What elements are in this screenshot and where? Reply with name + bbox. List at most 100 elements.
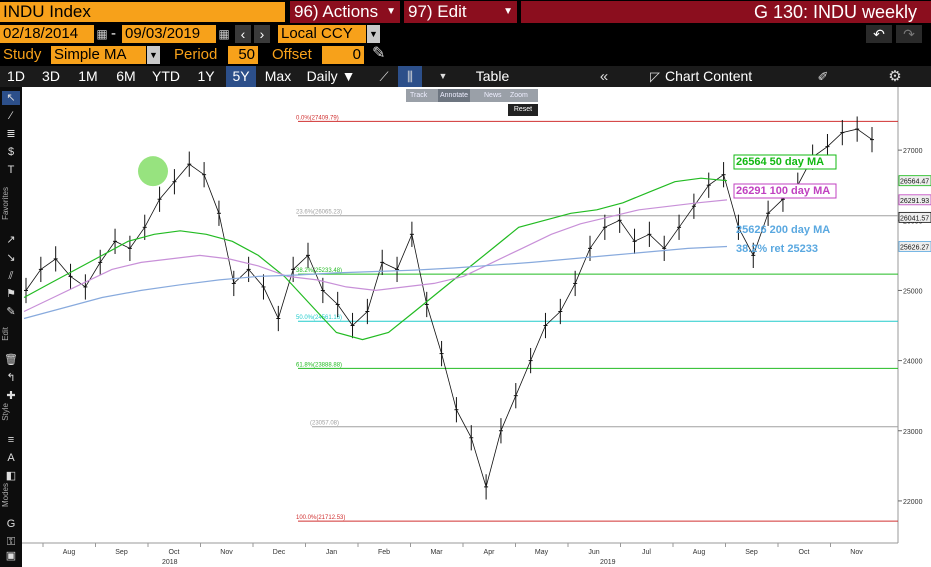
color-icon[interactable]: ◧ bbox=[5, 470, 17, 482]
edit-chart-icon[interactable]: ✐ bbox=[817, 69, 829, 84]
table-button[interactable]: Table bbox=[475, 68, 510, 84]
period-tab-max[interactable]: Max bbox=[264, 68, 292, 84]
chevron-down-icon: ▼ bbox=[503, 6, 513, 17]
chart-content-icon: ◸ bbox=[650, 69, 660, 84]
favorites-label: Favorites bbox=[1, 187, 10, 220]
time-tick-label: Dec bbox=[273, 549, 286, 556]
crosshair-icon[interactable]: ✚ bbox=[6, 390, 16, 402]
title-bar: INDU Index 96) Actions ▼ 97) Edit ▼ G 130:… bbox=[0, 0, 931, 24]
collapse-icon[interactable]: « bbox=[599, 68, 609, 85]
frequency-select[interactable]: Daily ▼ bbox=[306, 68, 356, 84]
period-tab-6m[interactable]: 6M bbox=[116, 68, 136, 84]
lock-icon[interactable]: ⚿ bbox=[6, 536, 16, 548]
edit-menu-label: 97) Edit bbox=[408, 2, 467, 21]
undo-icon[interactable]: ↶ bbox=[866, 25, 892, 43]
fib-level-label: 23.6%(26065.23) bbox=[296, 210, 342, 216]
zoom-button[interactable]: Zoom bbox=[510, 92, 528, 99]
chevron-down-icon[interactable]: ▼ bbox=[367, 25, 380, 43]
price-line bbox=[25, 128, 873, 489]
candlestick-icon[interactable]: ⫼ bbox=[398, 66, 422, 87]
line-style-icon[interactable]: ≡ bbox=[7, 434, 15, 446]
line-chart-icon[interactable]: ⟋ bbox=[379, 69, 389, 84]
cursor-icon[interactable]: ↖ bbox=[2, 91, 20, 105]
security-field[interactable]: INDU Index bbox=[0, 2, 285, 22]
ray-icon[interactable]: ↗ bbox=[6, 234, 16, 246]
chart-canvas[interactable]: 220002300024000250002600027000AugSepOctN… bbox=[22, 87, 931, 567]
ma-annotation: 26564 50 day MA bbox=[736, 156, 824, 168]
mini-toolbar: Track Annotate News Zoom Reset bbox=[406, 89, 538, 117]
price-tick-label: 22000 bbox=[903, 499, 923, 506]
actions-menu[interactable]: 96) Actions ▼ bbox=[290, 1, 400, 23]
time-tick-label: Oct bbox=[169, 549, 180, 556]
time-tick-label: Aug bbox=[693, 549, 706, 556]
last-value-tag-label: 26291.93 bbox=[900, 198, 929, 205]
brush-icon[interactable]: ✎ bbox=[6, 306, 16, 318]
moving-average-line bbox=[23, 199, 728, 313]
arrow-icon[interactable]: ↘ bbox=[6, 252, 16, 264]
chart-toolbar: 1D 3D 1M 6M YTD 1Y 5Y Max Daily ▼ ⟋ ⫼ ▼ Table «… bbox=[0, 66, 931, 87]
flag-icon[interactable]: ⚑ bbox=[6, 288, 16, 300]
offset-input[interactable]: 0 bbox=[322, 46, 364, 64]
study-select[interactable]: Simple MA bbox=[51, 46, 146, 64]
magnet-icon[interactable]: G bbox=[6, 518, 16, 530]
period-label: Period bbox=[174, 46, 218, 63]
price-tick-label: 24000 bbox=[903, 359, 923, 366]
calendar-icon[interactable]: ▦ bbox=[96, 27, 108, 41]
fibonacci-icon[interactable]: ≣ bbox=[6, 128, 16, 140]
fib-level-label: 100.0%(21712.53) bbox=[296, 515, 345, 521]
price-icon[interactable]: $ bbox=[7, 146, 15, 158]
period-tab-1m[interactable]: 1M bbox=[78, 68, 98, 84]
range-separator: - bbox=[111, 25, 116, 42]
time-tick-label: Nov bbox=[220, 549, 233, 556]
time-tick-label: Apr bbox=[484, 549, 496, 556]
period-tab-ytd[interactable]: YTD bbox=[152, 68, 180, 84]
text-icon[interactable]: T bbox=[7, 164, 15, 176]
reset-button[interactable]: Reset bbox=[508, 104, 538, 116]
last-value-tag bbox=[898, 241, 931, 252]
price-tick-label: 25000 bbox=[903, 288, 923, 295]
news-button[interactable]: News bbox=[484, 92, 502, 99]
chevron-right-icon[interactable]: › bbox=[254, 25, 270, 43]
track-button[interactable]: Track bbox=[410, 92, 428, 99]
period-tab-3d[interactable]: 3D bbox=[42, 68, 60, 84]
moving-average-line bbox=[23, 177, 728, 341]
time-tick-label: Jun bbox=[588, 549, 599, 556]
end-date-field[interactable]: 09/03/2019 bbox=[122, 25, 216, 43]
delete-icon[interactable]: 🗑 bbox=[4, 354, 18, 366]
chevron-left-icon[interactable]: ‹ bbox=[235, 25, 251, 43]
edit-menu[interactable]: 97) Edit ▼ bbox=[404, 1, 517, 23]
fib-level-label: 50.0%(24561.16) bbox=[296, 315, 342, 321]
period-tab-5y[interactable]: 5Y bbox=[226, 66, 256, 87]
year-label: 2018 bbox=[162, 559, 178, 566]
save-icon[interactable]: ▣ bbox=[5, 550, 17, 562]
price-axis-bg bbox=[898, 87, 931, 567]
ma-annotation: 25626 200 day MA bbox=[736, 224, 830, 236]
chevron-down-icon[interactable]: ▼ bbox=[147, 46, 160, 64]
trendline-icon[interactable]: ∕ bbox=[10, 110, 12, 122]
time-tick-label: Mar bbox=[430, 549, 443, 556]
chevron-down-icon[interactable]: ▼ bbox=[438, 71, 448, 81]
price-tick-label: 27000 bbox=[903, 148, 923, 155]
price-chart[interactable]: 220002300024000250002600027000AugSepOctN… bbox=[22, 87, 931, 567]
style-label: Style bbox=[1, 403, 10, 421]
channel-icon[interactable]: ⫽ bbox=[8, 270, 14, 282]
period-tab-1y[interactable]: 1Y bbox=[197, 68, 215, 84]
modes-label: Modes bbox=[1, 483, 10, 508]
time-tick-label: Nov bbox=[850, 549, 863, 556]
last-value-tag bbox=[898, 194, 931, 206]
chart-content-button[interactable]: Chart Content bbox=[665, 68, 753, 84]
drawing-toolbar: ↖ ∕ ≣ $ T Favorites ↗ ↘ ⫽ ⚑ ✎ Edit 🗑 ↰ ✚… bbox=[0, 87, 22, 567]
pencil-icon[interactable]: ✎ bbox=[372, 45, 386, 62]
actions-menu-label: 96) Actions bbox=[294, 2, 379, 21]
currency-select[interactable]: Local CCY bbox=[278, 25, 366, 43]
period-tab-1d[interactable]: 1D bbox=[7, 68, 25, 84]
period-input[interactable]: 50 bbox=[228, 46, 258, 64]
time-tick-label: Jul bbox=[642, 549, 651, 556]
calendar-icon[interactable]: ▦ bbox=[218, 27, 230, 41]
annotate-button[interactable]: Annotate bbox=[438, 89, 471, 102]
settings-gear-icon[interactable]: ⚙ bbox=[888, 68, 902, 85]
start-date-field[interactable]: 02/18/2014 bbox=[0, 25, 94, 43]
redo-icon[interactable]: ↷ bbox=[896, 25, 922, 43]
pointer-icon[interactable]: ↰ bbox=[6, 372, 16, 384]
font-icon[interactable]: A bbox=[7, 452, 15, 464]
